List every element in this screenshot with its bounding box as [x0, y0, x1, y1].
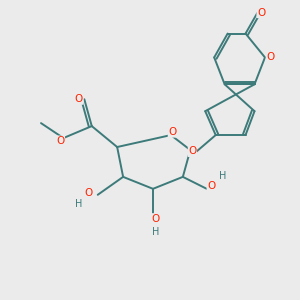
- Text: O: O: [207, 181, 215, 191]
- Text: O: O: [151, 214, 160, 224]
- Text: O: O: [257, 8, 265, 18]
- Text: O: O: [85, 188, 93, 198]
- Text: H: H: [75, 199, 82, 209]
- Text: H: H: [219, 171, 226, 181]
- Text: O: O: [266, 52, 275, 62]
- Text: O: O: [168, 127, 176, 137]
- Text: O: O: [188, 146, 196, 157]
- Text: O: O: [56, 136, 64, 146]
- Text: O: O: [75, 94, 83, 104]
- Text: H: H: [152, 227, 159, 237]
